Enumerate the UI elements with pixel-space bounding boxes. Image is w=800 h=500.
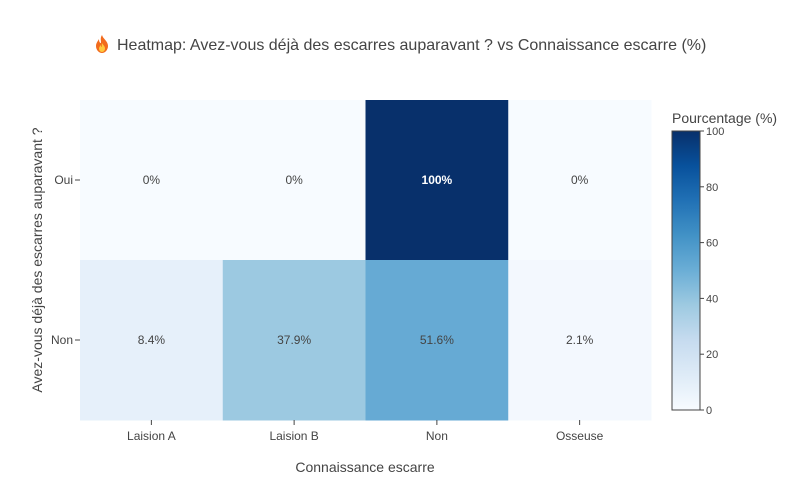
heatmap-cell-label: 37.9%	[277, 333, 311, 347]
y-tick-label: Non	[51, 333, 73, 347]
heatmap-cell-label: 51.6%	[420, 333, 454, 347]
heatmap-cell	[222, 100, 366, 261]
heatmap-cell-label: 0%	[285, 173, 303, 187]
x-axis-title: Connaissance escarre	[295, 459, 435, 475]
heatmap-cell	[365, 260, 509, 421]
colorbar-tick-label: 100	[706, 126, 724, 138]
heatmap-cell-label: 100%	[422, 173, 453, 187]
x-tick-label: Non	[426, 429, 448, 443]
heatmap-cells	[80, 100, 652, 421]
heatmap-cell	[365, 100, 509, 261]
y-axis-title: Avez-vous déjà des escarres auparavant ?	[29, 127, 45, 392]
colorbar-tick-label: 80	[706, 182, 718, 194]
x-tick-label: Laision B	[269, 429, 318, 443]
heatmap-cell	[80, 100, 224, 261]
colorbar-tick-label: 40	[706, 293, 718, 305]
colorbar-ticks: 0 20 40 60 80 100	[700, 126, 724, 417]
fire-icon	[96, 35, 108, 53]
colorbar: Pourcentage (%) 0 20 40 60 80 100	[671, 110, 777, 417]
heatmap-cell	[80, 260, 224, 421]
x-axis-ticks: Laision A Laision B Non Osseuse	[127, 420, 604, 443]
heatmap-cell-label: 8.4%	[138, 333, 166, 347]
heatmap-cell-labels: 0% 0% 100% 0% 8.4% 37.9% 51.6% 2.1%	[138, 173, 594, 347]
heatmap-cell-label: 0%	[143, 173, 161, 187]
colorbar-gradient	[671, 130, 701, 411]
x-tick-label: Laision A	[127, 429, 176, 443]
heatmap-cell-label: 0%	[571, 173, 589, 187]
y-tick-label: Oui	[54, 173, 73, 187]
chart-title-group: Heatmap: Avez-vous déjà des escarres aup…	[96, 35, 706, 54]
heatmap-cell	[508, 100, 652, 261]
colorbar-tick-label: 60	[706, 238, 718, 250]
heatmap-cell	[508, 260, 652, 421]
colorbar-title: Pourcentage (%)	[672, 110, 777, 126]
colorbar-tick-label: 20	[706, 349, 718, 361]
y-axis-ticks: Oui Non	[51, 173, 80, 347]
chart-title: Heatmap: Avez-vous déjà des escarres aup…	[117, 37, 706, 54]
heatmap-cell	[222, 260, 366, 421]
heatmap-cell-label: 2.1%	[566, 333, 594, 347]
x-tick-label: Osseuse	[556, 429, 604, 443]
colorbar-tick-label: 0	[706, 405, 712, 417]
